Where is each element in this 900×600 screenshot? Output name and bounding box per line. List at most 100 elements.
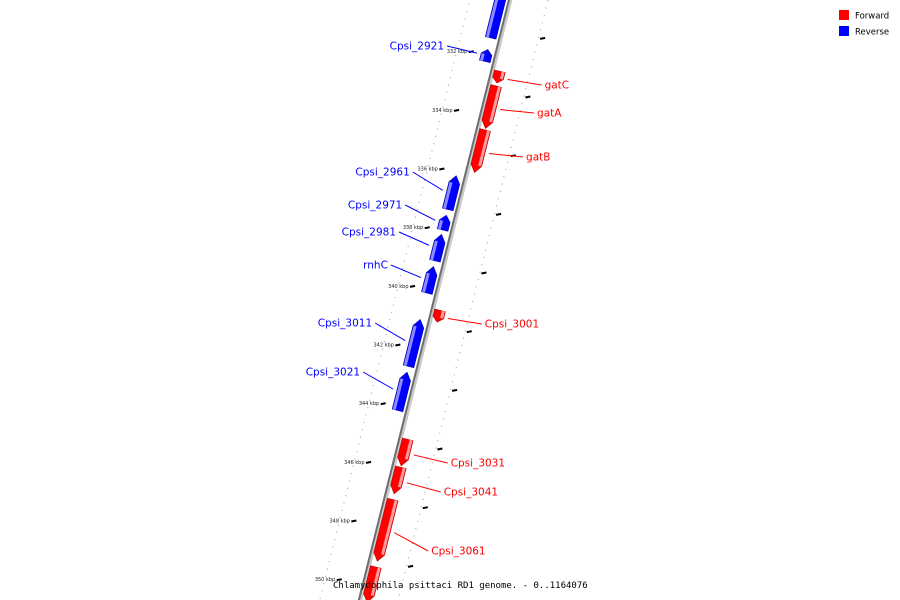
scale-dot (372, 385, 374, 387)
scale-dot (437, 440, 439, 442)
scale-dot (416, 209, 418, 211)
gene-highlight (485, 0, 499, 38)
scale-dot (422, 187, 424, 189)
scale-tick (525, 95, 531, 99)
gene-label-leader (390, 264, 422, 278)
scale-dot (411, 231, 413, 233)
gene-label-leader (405, 204, 436, 221)
scale-dot (431, 150, 433, 152)
scale-dot (446, 403, 448, 405)
scale-dot (530, 66, 532, 68)
scale-dot (367, 407, 369, 409)
scale-dot (328, 561, 330, 563)
gene-label-leader (499, 109, 535, 114)
scale-tick (395, 343, 401, 347)
scale-dot (334, 539, 336, 541)
scale-dot (516, 124, 518, 126)
scale-dot (485, 249, 487, 251)
scale-dot (452, 381, 454, 383)
gene-arrow-gatA-forward (481, 84, 502, 129)
scale-dot (477, 278, 479, 280)
scale-dot (336, 531, 338, 533)
scale-dot (521, 102, 523, 104)
scale-dot (466, 322, 468, 324)
scale-dot (492, 220, 494, 222)
scale-dot (376, 370, 378, 372)
scale-dot (396, 289, 398, 291)
scale-dot (519, 110, 521, 112)
scale-dot (507, 161, 509, 163)
gene-labels: Cpsi_2921 gatC gatA gatB Cpsi_2961 Cpsi_2971 C… (306, 41, 569, 558)
legend-swatch-forward (839, 10, 849, 20)
scale-dot (370, 392, 372, 394)
scale-dot (363, 421, 365, 423)
scale-tick-label: 340 kbp (388, 284, 408, 290)
gene-arrow-gatC-forward (492, 69, 506, 84)
gene-label: Cpsi_3011 (318, 318, 372, 330)
scale-dot (430, 469, 432, 471)
scale-dot (354, 458, 356, 460)
scale-dot (444, 99, 446, 101)
scale-dot (417, 520, 419, 522)
scale-dot (359, 436, 361, 438)
scale-dot (472, 300, 474, 302)
scale-dot (356, 451, 358, 453)
scale-dot (545, 7, 547, 9)
scale-dot (460, 33, 462, 35)
scale-dot (490, 227, 492, 229)
scale-dot (352, 465, 354, 467)
scale-dot (415, 528, 417, 530)
scale-dot (451, 69, 453, 71)
scale-dot (337, 524, 339, 526)
scale-dot (325, 575, 327, 577)
legend-label-reverse: Reverse (855, 28, 889, 38)
scale-dot (464, 18, 466, 20)
scale-tick (437, 447, 443, 451)
gene-label: gatB (526, 152, 550, 164)
scale-dot (323, 583, 325, 585)
scale-tick (351, 519, 357, 523)
scale-dot (475, 286, 477, 288)
gene-label: rnhC (363, 260, 388, 272)
scale-dot (464, 330, 466, 332)
scale-dot (453, 374, 455, 376)
scale-dot (436, 128, 438, 130)
scale-dot (350, 473, 352, 475)
scale-dot (540, 29, 542, 31)
scale-dot (523, 95, 525, 97)
gene-arrow-Cpsi_3011-reverse (402, 318, 425, 369)
scale-dot (455, 366, 457, 368)
scale-dot (543, 14, 545, 16)
scale-dot (497, 198, 499, 200)
gene-features (363, 0, 507, 600)
genome-caption: Chlamydophila psittaci RD1 genome. - 0..… (333, 581, 588, 591)
gene-label: Cpsi_2971 (348, 200, 402, 212)
scale-tick (453, 108, 460, 112)
scale-tick (424, 226, 430, 230)
gene-label-leader (394, 532, 429, 552)
scale-dot (380, 355, 382, 357)
scale-dot (419, 513, 421, 515)
scale-tick (439, 167, 445, 171)
scale-dot (418, 201, 420, 203)
gene-arrow-unnamed-reverse (484, 0, 507, 40)
scale-dot (442, 106, 444, 108)
scale-dot (448, 396, 450, 398)
gene-label: Cpsi_3041 (444, 487, 498, 499)
scale-dot (339, 517, 341, 519)
scale-dot (449, 77, 451, 79)
scale-dot (409, 550, 411, 552)
scale-tick-label: 346 kbp (344, 460, 364, 466)
scale-dot (321, 590, 323, 592)
scale-dot (408, 557, 410, 559)
scale-dot (398, 282, 400, 284)
scale-dot (534, 51, 536, 53)
scale-dot (343, 502, 345, 504)
scale-dot (547, 0, 549, 2)
scale-dot (378, 363, 380, 365)
gene-label-leader (362, 371, 394, 390)
scale-dot (486, 242, 488, 244)
scale-dot (400, 275, 402, 277)
scale-dot (488, 234, 490, 236)
